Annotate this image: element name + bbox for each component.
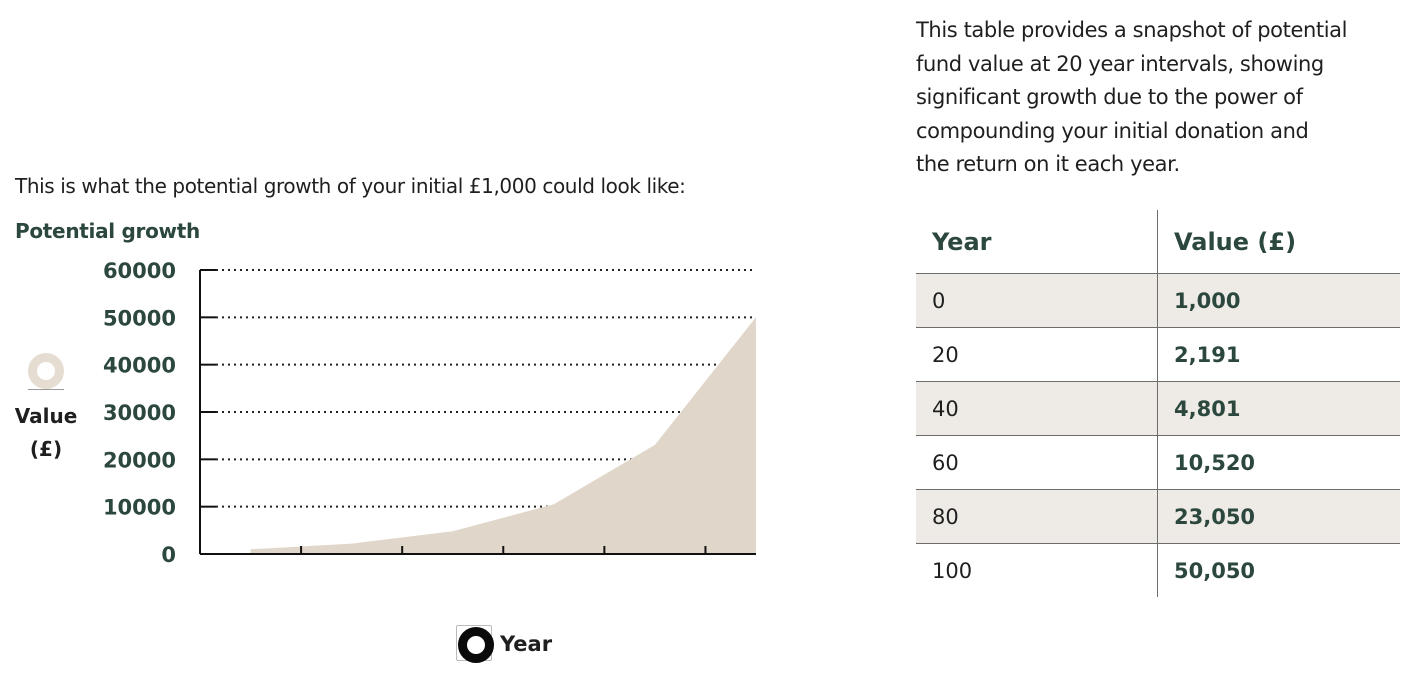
intro-text: This is what the potential growth of you…	[15, 174, 686, 198]
x-legend-ring-icon	[458, 627, 494, 663]
y-tick-label: 40000	[103, 354, 176, 378]
description-line: This table provides a snapshot of potent…	[916, 18, 1348, 42]
y-tick-label: 60000	[103, 259, 176, 283]
table-description: This table provides a snapshot of potent…	[916, 14, 1396, 182]
y-tick-label: 0	[161, 543, 176, 567]
cell-value: 2,191	[1157, 327, 1400, 382]
legend-ring-underline	[28, 389, 64, 390]
y-tick-label: 30000	[103, 401, 176, 425]
x-legend-icon-wrap	[456, 625, 494, 663]
cell-value: 23,050	[1157, 489, 1400, 544]
growth-chart: 0100002000030000400005000060000204060801…	[103, 259, 756, 567]
description-line: compounding your initial donation and	[916, 118, 1309, 143]
x-axis-label: Year	[500, 632, 553, 656]
header-value: Value (£)	[1157, 210, 1400, 274]
y-tick-label: 10000	[103, 496, 176, 520]
chart-title: Potential growth	[15, 219, 200, 243]
cell-value: 1,000	[1157, 273, 1400, 328]
growth-area	[250, 317, 756, 554]
header-year: Year	[916, 210, 1158, 274]
cell-year: 80	[916, 489, 1158, 544]
cell-year: 40	[916, 381, 1158, 436]
cell-year: 60	[916, 435, 1158, 490]
y-axis-legend[interactable]: Value (£)	[14, 353, 78, 466]
y-axis-label: Value (£)	[14, 404, 78, 461]
table-row: 40 4,801	[916, 381, 1400, 436]
table-row: 0 1,000	[916, 273, 1400, 328]
cell-value: 10,520	[1157, 435, 1400, 490]
description-line: fund value at 20 year intervals, showing	[916, 51, 1324, 76]
cell-year: 0	[916, 273, 1158, 328]
table-row: 100 50,050	[916, 543, 1400, 597]
table-header-row: Year Value (£)	[916, 210, 1400, 274]
x-axis-legend[interactable]: Year	[456, 625, 552, 663]
table-row: 20 2,191	[916, 327, 1400, 382]
description-line: significant growth due to the power of	[916, 85, 1303, 109]
values-table: Year Value (£) 0 1,000 20 2,191 40 4,801…	[916, 210, 1400, 597]
cell-year: 100	[916, 543, 1158, 597]
cell-year: 20	[916, 327, 1158, 382]
y-tick-label: 50000	[103, 306, 176, 330]
table-row: 60 10,520	[916, 435, 1400, 490]
y-tick-label: 20000	[103, 448, 176, 472]
cell-value: 50,050	[1174, 558, 1256, 583]
cell-value: 4,801	[1157, 381, 1400, 436]
table-row: 80 23,050	[916, 489, 1400, 544]
legend-ring-icon	[28, 353, 64, 389]
description-line: the return on it each year.	[916, 152, 1180, 176]
